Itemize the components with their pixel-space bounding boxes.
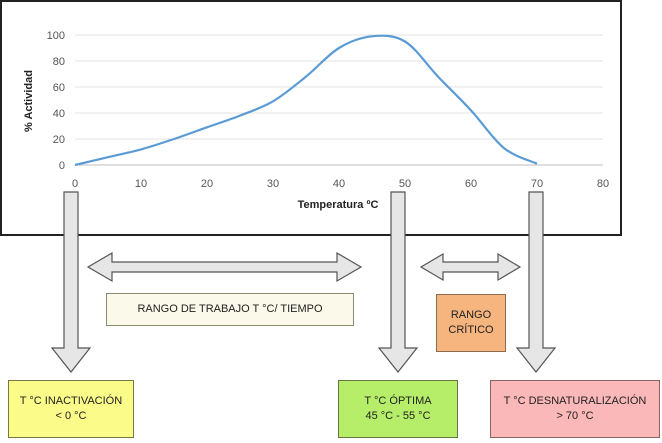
x-tick-labels: 0 10 20 30 40 50 60 70 80 bbox=[72, 178, 609, 190]
y-tick-60: 60 bbox=[53, 82, 65, 94]
denaturation-title: T °C DESNATURALIZACIÓN bbox=[503, 395, 647, 407]
y-tick-80: 80 bbox=[53, 56, 65, 68]
down-arrow-inactivation bbox=[50, 191, 92, 373]
double-arrow-work-range bbox=[86, 251, 363, 283]
optimal-title: T °C ÓPTIMA bbox=[364, 395, 432, 407]
denaturation-value: > 70 °C bbox=[556, 410, 594, 422]
x-tick-80: 80 bbox=[597, 178, 609, 190]
double-arrow-critical-range bbox=[419, 252, 522, 282]
work-range-text: RANGO DE TRABAJO T °C/ TIEMPO bbox=[137, 303, 323, 315]
optimal-label: T °C ÓPTIMA 45 °C - 55 °C bbox=[338, 380, 458, 438]
denaturation-label: T °C DESNATURALIZACIÓN > 70 °C bbox=[490, 380, 660, 438]
y-axis-label: % Actividad bbox=[23, 70, 35, 132]
inactivation-title: T °C INACTIVACIÓN bbox=[19, 395, 123, 407]
down-arrow-denaturation bbox=[515, 191, 557, 373]
y-tick-labels: 0 20 40 60 80 100 bbox=[47, 30, 65, 172]
critical-range-label: RANGO CRÍTICO bbox=[436, 294, 506, 352]
x-tick-40: 40 bbox=[333, 178, 345, 190]
x-tick-50: 50 bbox=[399, 178, 411, 190]
inactivation-value: < 0 °C bbox=[55, 410, 87, 422]
work-range-label: RANGO DE TRABAJO T °C/ TIEMPO bbox=[106, 293, 354, 326]
x-tick-30: 30 bbox=[267, 178, 279, 190]
x-axis-label: Temperatura ºC bbox=[298, 199, 379, 211]
activity-chart: 0 20 40 60 80 100 0 10 20 30 40 50 60 70 80 Temperatu… bbox=[23, 30, 609, 211]
y-tick-20: 20 bbox=[53, 134, 65, 146]
x-tick-20: 20 bbox=[201, 178, 213, 190]
chart-frame: 0 20 40 60 80 100 0 10 20 30 40 50 60 70 80 Temperatu… bbox=[0, 0, 622, 236]
x-tick-0: 0 bbox=[72, 178, 78, 190]
down-arrow-optimal bbox=[377, 191, 419, 373]
y-tick-100: 100 bbox=[47, 30, 65, 42]
critical-range-line-1: RANGO bbox=[450, 309, 492, 321]
inactivation-label: T °C INACTIVACIÓN < 0 °C bbox=[8, 380, 134, 438]
y-tick-0: 0 bbox=[59, 160, 65, 172]
critical-range-line-2: CRÍTICO bbox=[448, 324, 494, 336]
optimal-value: 45 °C - 55 °C bbox=[365, 410, 431, 422]
x-tick-10: 10 bbox=[135, 178, 147, 190]
y-tick-40: 40 bbox=[53, 108, 65, 120]
activity-curve bbox=[74, 34, 538, 167]
x-tick-60: 60 bbox=[465, 178, 477, 190]
grid-lines bbox=[75, 34, 603, 166]
x-tick-70: 70 bbox=[531, 178, 543, 190]
